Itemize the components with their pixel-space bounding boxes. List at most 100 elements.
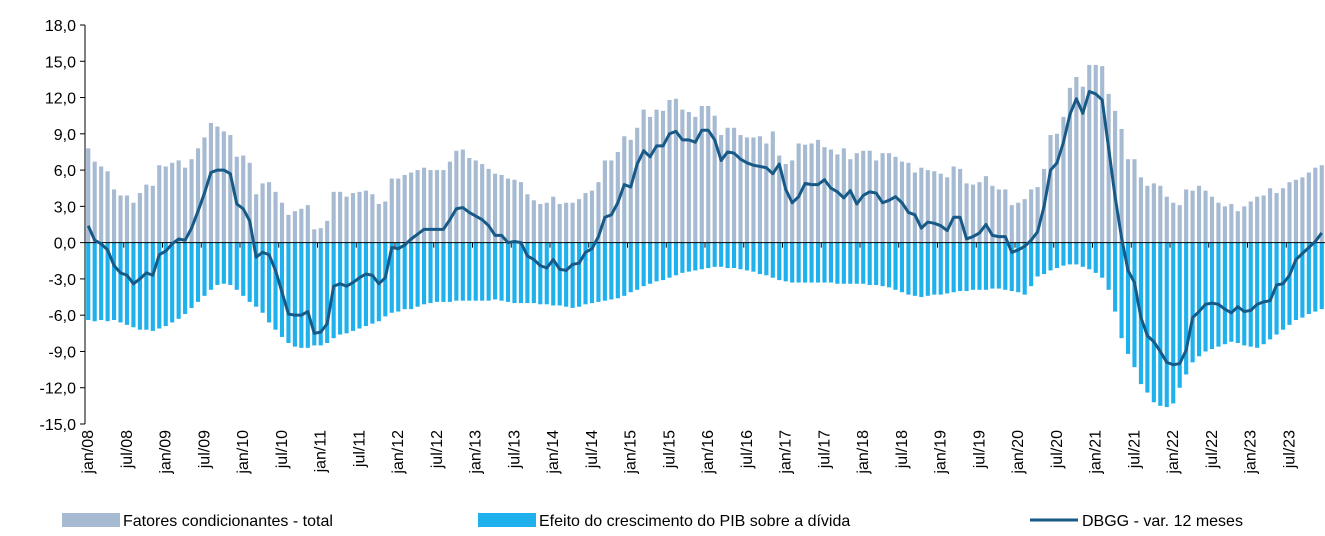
bar: [286, 214, 291, 243]
bar: [195, 148, 201, 243]
bar: [686, 242, 691, 272]
bar: [764, 143, 769, 243]
x-tick-label: jan/18: [855, 430, 872, 475]
bar: [1113, 110, 1118, 243]
bar: [518, 182, 524, 243]
bar: [654, 242, 659, 282]
bar: [170, 162, 175, 243]
y-tick-label: 9,0: [54, 127, 76, 144]
bar: [208, 242, 214, 290]
bar: [990, 242, 995, 289]
bar: [1209, 196, 1215, 243]
bar: [796, 143, 801, 243]
bar: [893, 242, 898, 290]
bar: [357, 191, 362, 243]
bar: [228, 242, 233, 285]
bar: [1177, 205, 1182, 243]
bar: [809, 242, 814, 283]
bar: [841, 242, 846, 284]
bar: [1177, 242, 1182, 388]
bar: [241, 242, 246, 296]
bar: [912, 172, 917, 243]
bar: [247, 162, 252, 243]
x-tick-label: jul/19: [971, 430, 988, 469]
bar: [144, 242, 149, 330]
bar: [628, 139, 633, 243]
bar: [602, 160, 607, 243]
bar: [958, 168, 963, 243]
bar: [518, 242, 524, 304]
bar: [318, 242, 323, 346]
bar: [667, 242, 672, 278]
bar: [751, 242, 756, 272]
bar: [731, 242, 737, 269]
bar: [803, 144, 808, 243]
bar: [1222, 242, 1227, 345]
x-tick-label: jan/16: [700, 430, 717, 475]
x-tick-label: jan/15: [623, 430, 640, 475]
bar: [1242, 206, 1247, 243]
bar: [635, 127, 640, 243]
bar: [835, 242, 840, 284]
x-tick-label: jan/21: [1088, 430, 1105, 475]
bar: [1158, 242, 1163, 406]
bar: [1171, 242, 1176, 404]
bar: [447, 161, 452, 243]
x-tick-label: jul/23: [1281, 430, 1298, 469]
bar: [867, 242, 872, 285]
bar: [841, 148, 846, 243]
bar: [970, 242, 976, 290]
bar: [673, 242, 679, 276]
bar: [279, 202, 285, 243]
bar: [338, 191, 343, 243]
bar: [570, 242, 575, 308]
bar: [189, 159, 194, 243]
bar: [1242, 242, 1247, 346]
bar: [628, 242, 633, 293]
x-tick-label: jul/12: [429, 430, 446, 469]
bar: [673, 98, 679, 243]
bar: [389, 242, 394, 313]
bar: [325, 220, 330, 243]
x-tick-label: jul/22: [1204, 430, 1221, 469]
bar: [486, 168, 491, 243]
bar: [615, 151, 620, 243]
bar: [803, 242, 808, 283]
bar: [402, 242, 407, 310]
bar: [512, 179, 517, 243]
bar: [1235, 211, 1240, 243]
bar: [1003, 242, 1008, 290]
bar: [531, 242, 536, 304]
bar: [1106, 242, 1111, 290]
bar: [912, 242, 917, 296]
bar: [176, 242, 181, 319]
bar: [202, 242, 207, 296]
bar: [505, 178, 511, 243]
bar: [273, 191, 278, 243]
bar: [1132, 159, 1137, 243]
bar: [906, 242, 911, 295]
bar: [744, 242, 750, 271]
bar: [725, 127, 730, 243]
bar: [738, 135, 743, 243]
line: [86, 90, 1323, 367]
bar: [1080, 86, 1085, 243]
legend-swatch: [478, 513, 536, 527]
x-tick-label: jul/17: [816, 430, 833, 469]
bar: [1184, 242, 1189, 375]
x-tick-label: jul/20: [1049, 430, 1066, 469]
bar: [1293, 179, 1299, 243]
bar: [1016, 202, 1021, 243]
bar: [822, 147, 827, 243]
bar: [370, 194, 375, 243]
bar: [144, 184, 149, 243]
bar: [706, 242, 711, 269]
bar: [105, 171, 110, 243]
x-tick-label: jul/14: [584, 430, 601, 469]
bar: [977, 242, 982, 290]
bar: [983, 242, 989, 290]
bar: [99, 166, 104, 243]
bar: [344, 242, 349, 334]
